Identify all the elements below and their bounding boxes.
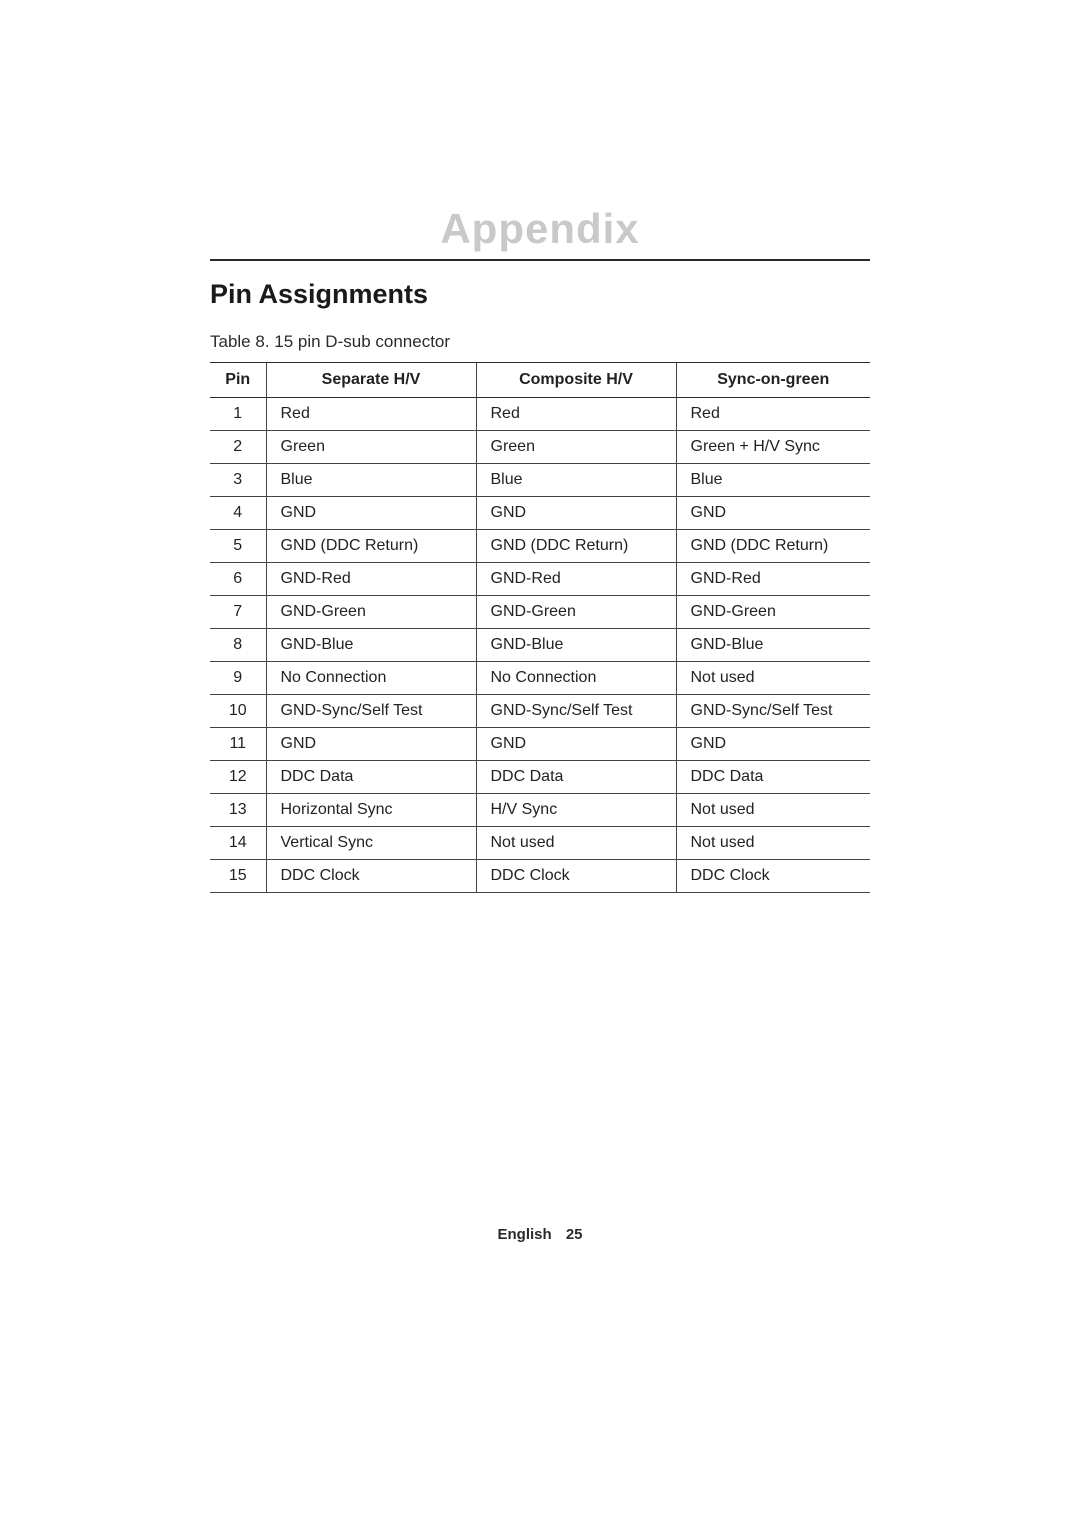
cell-pin: 1 bbox=[210, 398, 266, 431]
cell-separate: GND-Red bbox=[266, 563, 476, 596]
pin-assignments-table: Pin Separate H/V Composite H/V Sync-on-g… bbox=[210, 362, 870, 893]
table-row: 3 Blue Blue Blue bbox=[210, 464, 870, 497]
cell-syncgreen: GND-Green bbox=[676, 596, 870, 629]
footer-language: English bbox=[497, 1226, 551, 1243]
chapter-title: Appendix bbox=[210, 205, 870, 261]
cell-composite: Red bbox=[476, 398, 676, 431]
cell-separate: GND bbox=[266, 497, 476, 530]
cell-pin: 2 bbox=[210, 431, 266, 464]
footer-page-number: 25 bbox=[566, 1226, 583, 1243]
col-header-separate: Separate H/V bbox=[266, 363, 476, 398]
table-row: 7 GND-Green GND-Green GND-Green bbox=[210, 596, 870, 629]
cell-separate: Green bbox=[266, 431, 476, 464]
table-row: 13 Horizontal Sync H/V Sync Not used bbox=[210, 794, 870, 827]
cell-syncgreen: Red bbox=[676, 398, 870, 431]
table-row: 10 GND-Sync/Self Test GND-Sync/Self Test… bbox=[210, 695, 870, 728]
cell-separate: Red bbox=[266, 398, 476, 431]
table-caption: Table 8. 15 pin D-sub connector bbox=[210, 332, 870, 352]
cell-syncgreen: Not used bbox=[676, 794, 870, 827]
cell-composite: Green bbox=[476, 431, 676, 464]
table-body: 1 Red Red Red 2 Green Green Green + H/V … bbox=[210, 398, 870, 893]
cell-separate: Horizontal Sync bbox=[266, 794, 476, 827]
cell-syncgreen: Blue bbox=[676, 464, 870, 497]
cell-separate: GND bbox=[266, 728, 476, 761]
table-row: 8 GND-Blue GND-Blue GND-Blue bbox=[210, 629, 870, 662]
cell-composite: GND (DDC Return) bbox=[476, 530, 676, 563]
cell-composite: No Connection bbox=[476, 662, 676, 695]
cell-pin: 4 bbox=[210, 497, 266, 530]
cell-composite: GND-Blue bbox=[476, 629, 676, 662]
cell-pin: 11 bbox=[210, 728, 266, 761]
cell-separate: No Connection bbox=[266, 662, 476, 695]
cell-pin: 5 bbox=[210, 530, 266, 563]
table-header-row: Pin Separate H/V Composite H/V Sync-on-g… bbox=[210, 363, 870, 398]
table-row: 2 Green Green Green + H/V Sync bbox=[210, 431, 870, 464]
cell-syncgreen: GND-Sync/Self Test bbox=[676, 695, 870, 728]
cell-pin: 3 bbox=[210, 464, 266, 497]
cell-syncgreen: DDC Clock bbox=[676, 860, 870, 893]
section-title: Pin Assignments bbox=[210, 279, 870, 310]
cell-separate: Vertical Sync bbox=[266, 827, 476, 860]
table-row: 6 GND-Red GND-Red GND-Red bbox=[210, 563, 870, 596]
cell-syncgreen: GND bbox=[676, 497, 870, 530]
cell-pin: 6 bbox=[210, 563, 266, 596]
cell-syncgreen: GND (DDC Return) bbox=[676, 530, 870, 563]
cell-syncgreen: Green + H/V Sync bbox=[676, 431, 870, 464]
col-header-composite: Composite H/V bbox=[476, 363, 676, 398]
cell-composite: GND bbox=[476, 728, 676, 761]
cell-separate: Blue bbox=[266, 464, 476, 497]
cell-pin: 13 bbox=[210, 794, 266, 827]
table-row: 15 DDC Clock DDC Clock DDC Clock bbox=[210, 860, 870, 893]
cell-syncgreen: Not used bbox=[676, 662, 870, 695]
page-footer: English 25 bbox=[0, 1226, 1080, 1243]
col-header-pin: Pin bbox=[210, 363, 266, 398]
cell-pin: 12 bbox=[210, 761, 266, 794]
cell-pin: 14 bbox=[210, 827, 266, 860]
cell-composite: GND bbox=[476, 497, 676, 530]
cell-separate: DDC Clock bbox=[266, 860, 476, 893]
cell-separate: GND-Blue bbox=[266, 629, 476, 662]
cell-syncgreen: Not used bbox=[676, 827, 870, 860]
table-row: 14 Vertical Sync Not used Not used bbox=[210, 827, 870, 860]
cell-pin: 9 bbox=[210, 662, 266, 695]
cell-syncgreen: DDC Data bbox=[676, 761, 870, 794]
cell-syncgreen: GND bbox=[676, 728, 870, 761]
cell-pin: 10 bbox=[210, 695, 266, 728]
cell-separate: DDC Data bbox=[266, 761, 476, 794]
cell-composite: GND-Sync/Self Test bbox=[476, 695, 676, 728]
table-row: 5 GND (DDC Return) GND (DDC Return) GND … bbox=[210, 530, 870, 563]
cell-composite: Not used bbox=[476, 827, 676, 860]
cell-separate: GND-Sync/Self Test bbox=[266, 695, 476, 728]
cell-syncgreen: GND-Red bbox=[676, 563, 870, 596]
cell-pin: 15 bbox=[210, 860, 266, 893]
cell-separate: GND-Green bbox=[266, 596, 476, 629]
table-row: 11 GND GND GND bbox=[210, 728, 870, 761]
cell-composite: Blue bbox=[476, 464, 676, 497]
table-row: 4 GND GND GND bbox=[210, 497, 870, 530]
table-row: 12 DDC Data DDC Data DDC Data bbox=[210, 761, 870, 794]
cell-separate: GND (DDC Return) bbox=[266, 530, 476, 563]
table-row: 9 No Connection No Connection Not used bbox=[210, 662, 870, 695]
col-header-syncgreen: Sync-on-green bbox=[676, 363, 870, 398]
cell-syncgreen: GND-Blue bbox=[676, 629, 870, 662]
page-content: Appendix Pin Assignments Table 8. 15 pin… bbox=[210, 0, 870, 893]
table-row: 1 Red Red Red bbox=[210, 398, 870, 431]
cell-composite: DDC Clock bbox=[476, 860, 676, 893]
cell-composite: DDC Data bbox=[476, 761, 676, 794]
cell-composite: GND-Green bbox=[476, 596, 676, 629]
cell-composite: GND-Red bbox=[476, 563, 676, 596]
cell-pin: 8 bbox=[210, 629, 266, 662]
cell-pin: 7 bbox=[210, 596, 266, 629]
cell-composite: H/V Sync bbox=[476, 794, 676, 827]
